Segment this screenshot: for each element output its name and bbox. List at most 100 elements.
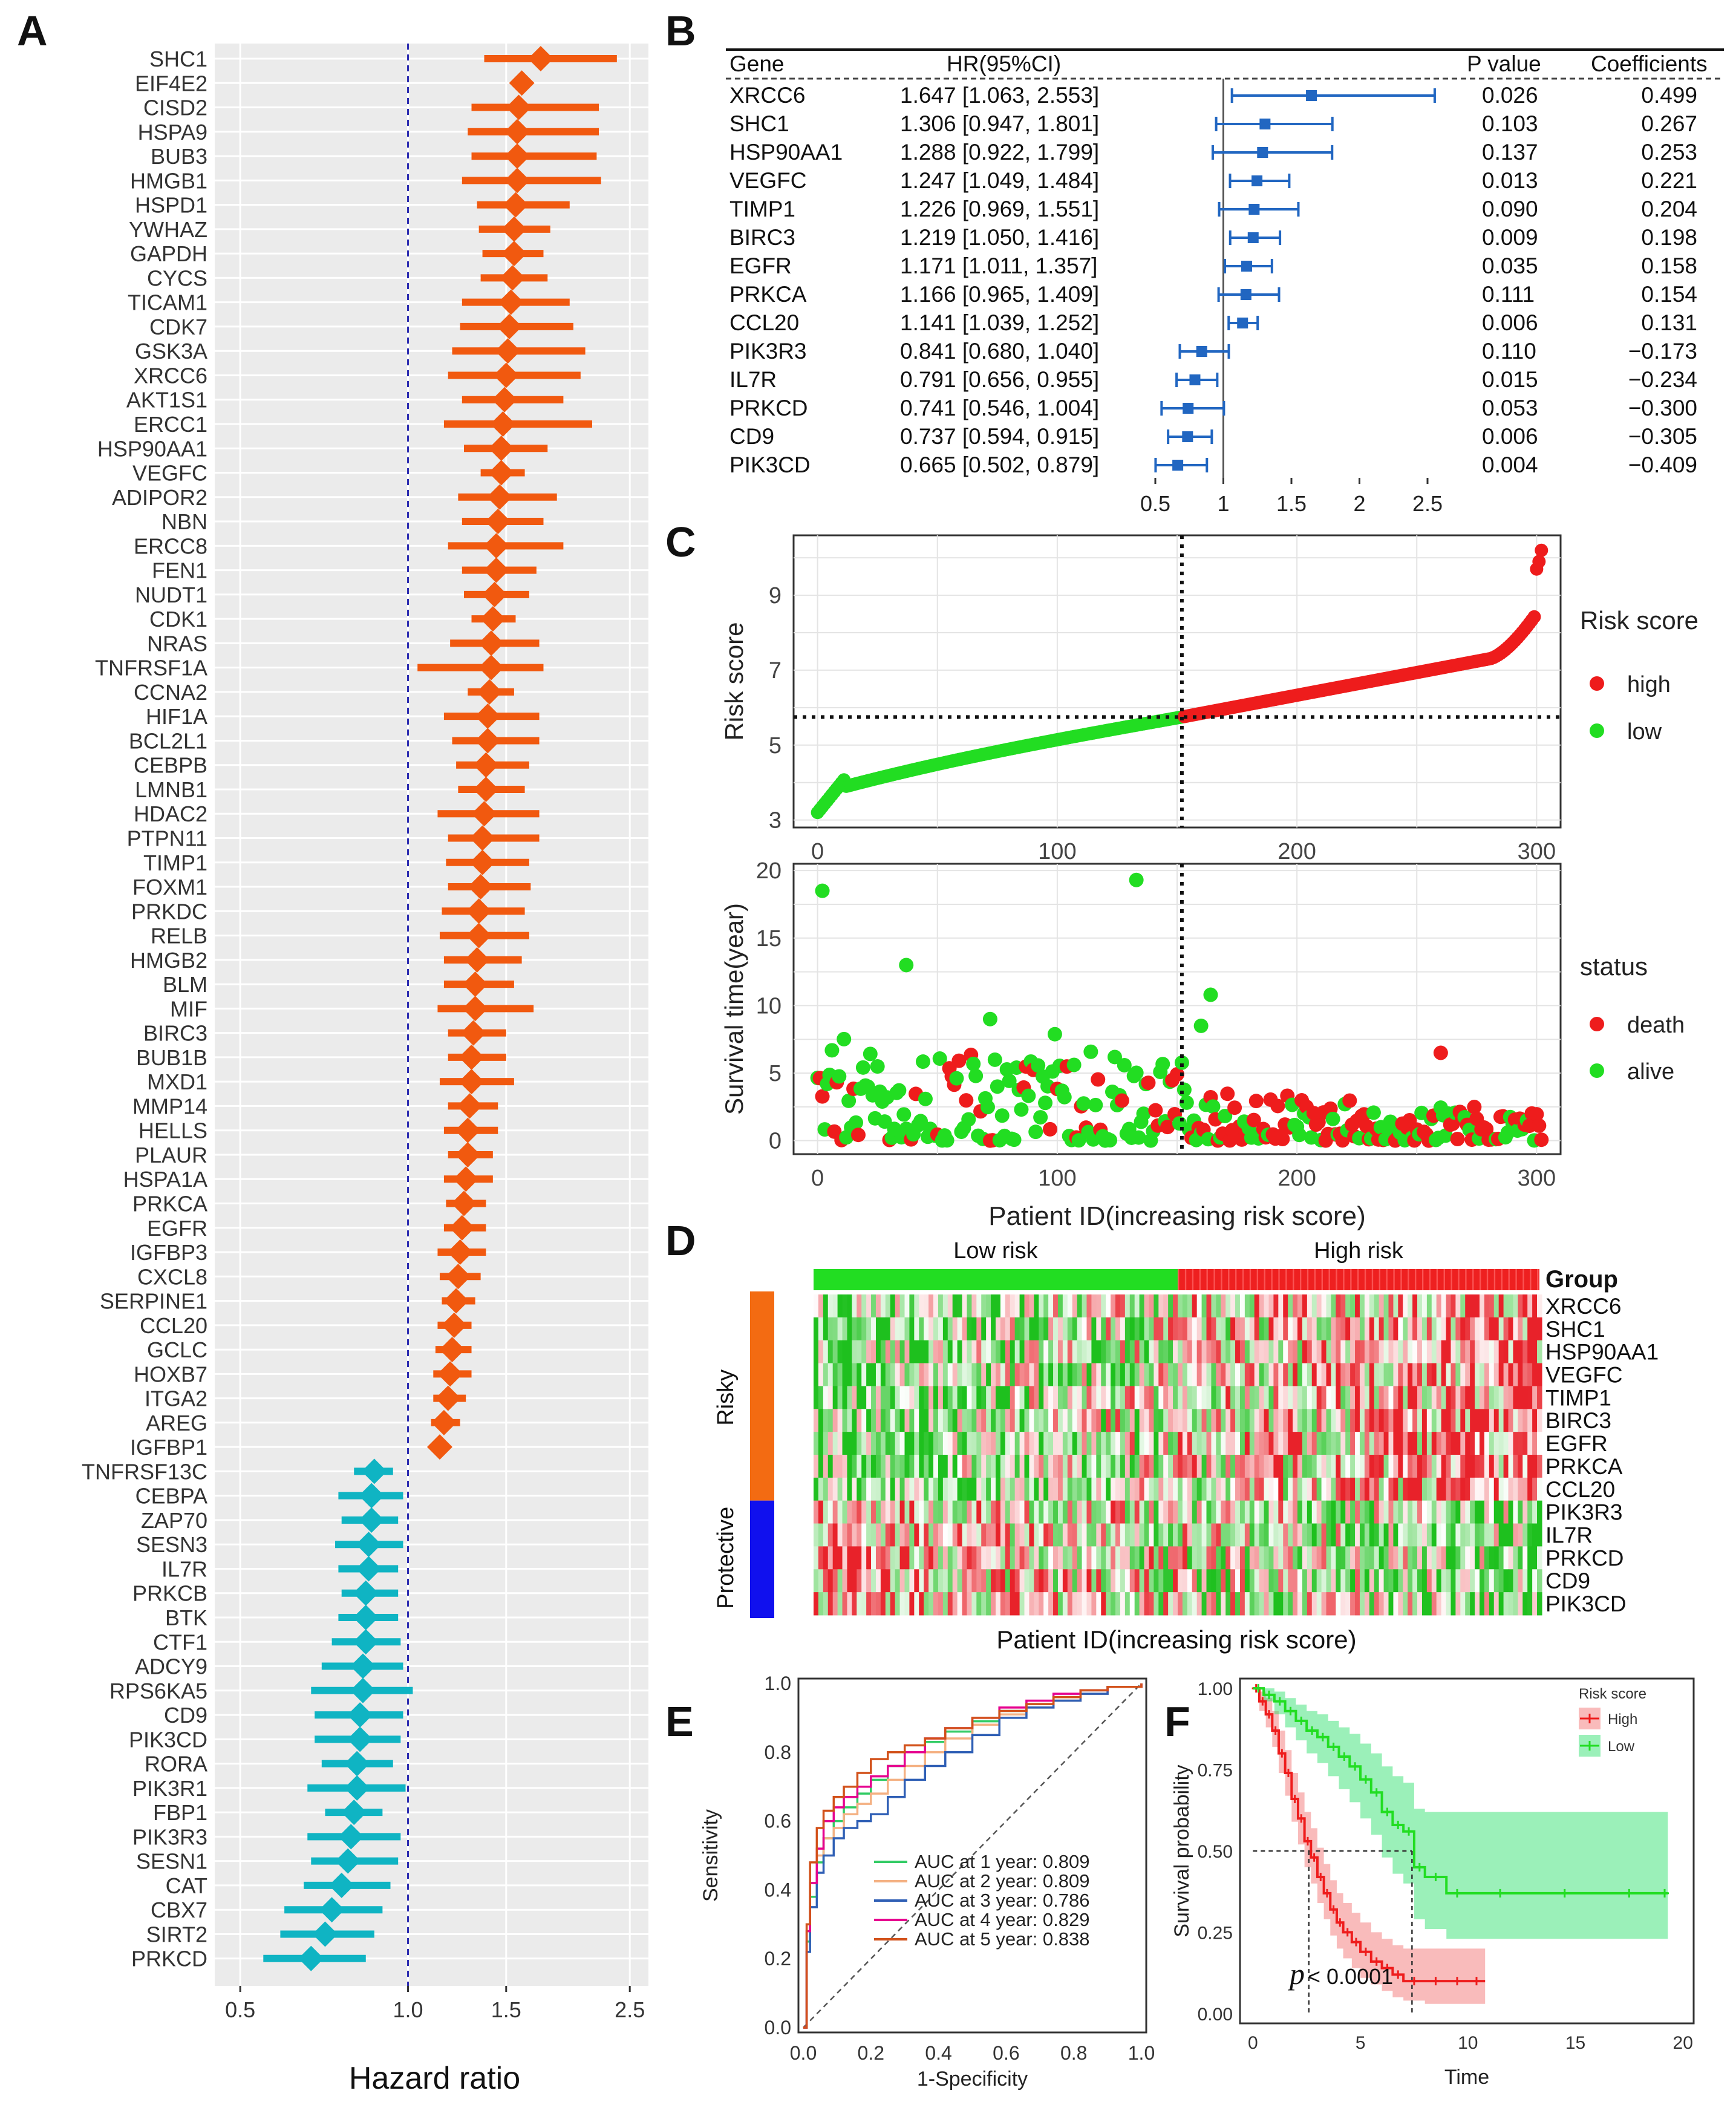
legend-label: AUC at 4 year: 0.829 (915, 1909, 1090, 1930)
heatmap-cell (1091, 1317, 1097, 1341)
heatmap-cell (1331, 1432, 1336, 1455)
heatmap-cell (1403, 1386, 1408, 1409)
heatmap-cell (1393, 1409, 1398, 1432)
heatmap-cell (832, 1317, 838, 1341)
heatmap-cell (832, 1592, 838, 1616)
heatmap-cell (1288, 1455, 1293, 1478)
heatmap-cell (1101, 1294, 1106, 1318)
heatmap-cell (1048, 1317, 1054, 1341)
heatmap-cell (1321, 1340, 1327, 1364)
heatmap-cell (1057, 1592, 1063, 1616)
heatmap-cell (837, 1363, 843, 1386)
heatmap-cell (1336, 1409, 1341, 1432)
heatmap-cell (1235, 1317, 1241, 1341)
heatmap-cell (1336, 1546, 1341, 1570)
heatmap-cell (1489, 1294, 1495, 1318)
hr-point (350, 1653, 376, 1679)
heatmap-cell (1421, 1477, 1428, 1501)
heatmap-cell (1307, 1294, 1313, 1318)
heatmap-cell (1259, 1569, 1265, 1593)
heatmap-cell (1293, 1569, 1298, 1593)
heatmap-cell (1460, 1592, 1466, 1616)
heatmap-cell (1115, 1523, 1121, 1547)
heatmap-cell (832, 1546, 838, 1570)
heatmap-cell (1106, 1455, 1111, 1478)
heatmap-cell (1421, 1500, 1428, 1524)
heatmap-cell (899, 1432, 906, 1455)
x-tick-label: 2.5 (1412, 491, 1443, 516)
heatmap-cell (1460, 1500, 1466, 1524)
heatmap-cell (1048, 1569, 1054, 1593)
heatmap-cell (852, 1317, 857, 1341)
heatmap-cell (1355, 1546, 1360, 1570)
heatmap-cell (1503, 1500, 1509, 1524)
heatmap-cell (962, 1546, 968, 1570)
heatmap-cell (832, 1500, 838, 1524)
heatmap-cell (1426, 1432, 1432, 1455)
heatmap-cell (885, 1409, 891, 1432)
heatmap-cell (1288, 1500, 1293, 1524)
heatmap-cell (947, 1523, 953, 1547)
heatmap-cell (947, 1569, 953, 1593)
heatmap-cell (947, 1363, 953, 1386)
heatmap-cell (1005, 1363, 1011, 1386)
group-title: Group (1545, 1266, 1618, 1293)
heatmap-cell (1019, 1409, 1025, 1432)
heatmap-cell (1067, 1432, 1073, 1455)
heatmap-cell (1345, 1477, 1351, 1501)
heatmap-cell (1000, 1455, 1006, 1478)
heatmap-cell (1273, 1409, 1279, 1432)
heatmap-cell (1417, 1455, 1423, 1478)
heatmap-cell (909, 1340, 915, 1364)
heatmap-cell (1034, 1455, 1039, 1478)
gene-label: MXD1 (147, 1069, 207, 1094)
heatmap-cell (1005, 1477, 1011, 1501)
hr-point (458, 1069, 485, 1095)
heatmap-cell (852, 1409, 857, 1432)
survival-point (1038, 1095, 1053, 1111)
heatmap-cell (823, 1409, 829, 1432)
heatmap-cell (890, 1500, 896, 1524)
heatmap-cell (1465, 1569, 1470, 1593)
heatmap-cell (1259, 1546, 1265, 1570)
heatmap-cell (1532, 1409, 1538, 1432)
heatmap-cell (1426, 1409, 1432, 1432)
gene-label: BUB3 (151, 144, 207, 169)
heatmap-cell (1062, 1477, 1068, 1501)
heatmap-cell (1278, 1432, 1284, 1455)
heatmap-cell (1249, 1500, 1255, 1524)
censor-mark (1372, 1957, 1381, 1966)
heatmap-cell (1364, 1294, 1370, 1318)
heatmap-cell (1527, 1500, 1533, 1524)
group-bar-stripe (1184, 1269, 1187, 1290)
heatmap-cell (995, 1455, 1001, 1478)
heatmap-cell (1513, 1340, 1518, 1364)
heatmap-cell (1264, 1363, 1270, 1386)
heatmap-cell (1302, 1363, 1308, 1386)
heatmap-cell (1111, 1500, 1116, 1524)
heatmap-cell (1412, 1340, 1418, 1364)
heatmap-cell (1062, 1523, 1068, 1547)
heatmap-cell (1537, 1317, 1542, 1341)
heatmap-cell (1096, 1432, 1101, 1455)
heatmap-cell (1216, 1477, 1221, 1501)
heatmap-cell (1192, 1294, 1198, 1318)
heatmap-cell (1091, 1455, 1097, 1478)
heatmap-cell (1196, 1317, 1202, 1341)
heatmap-cell (1388, 1455, 1394, 1478)
hr-point (347, 1726, 373, 1752)
heatmap-cell (1254, 1592, 1260, 1616)
y-axis-label: Risk score (720, 622, 748, 740)
heatmap-row-label: TIMP1 (1545, 1385, 1611, 1410)
heatmap-cell (1326, 1432, 1332, 1455)
heatmap-cell (847, 1477, 852, 1501)
hr-point (488, 436, 514, 462)
heatmap-cell (1259, 1523, 1265, 1547)
heatmap-cell (952, 1477, 958, 1501)
heatmap-cell (1493, 1294, 1499, 1318)
heatmap-cell (1158, 1592, 1164, 1616)
heatmap-cell (852, 1363, 857, 1386)
hr-point (455, 1141, 481, 1167)
heatmap-cell (1211, 1523, 1216, 1547)
heatmap-cell (938, 1386, 944, 1409)
